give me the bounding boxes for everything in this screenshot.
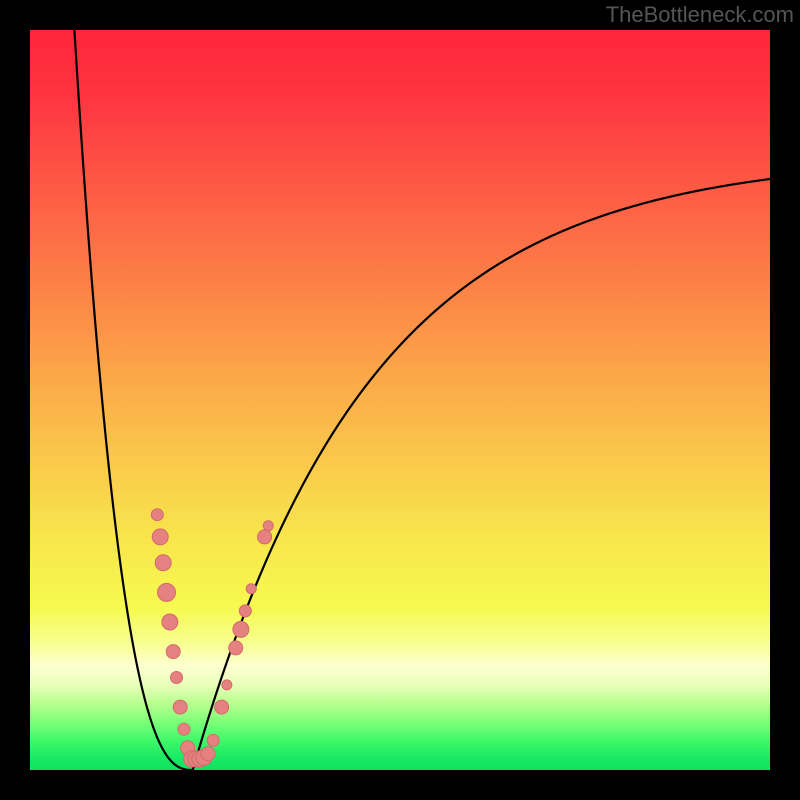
data-point-marker <box>239 605 251 617</box>
data-point-marker <box>258 530 272 544</box>
data-point-marker <box>173 700 187 714</box>
data-point-marker <box>158 583 176 601</box>
bottleneck-chart-svg <box>0 0 800 800</box>
data-point-marker <box>178 723 190 735</box>
chart-canvas: TheBottleneck.com <box>0 0 800 800</box>
data-point-marker <box>201 747 215 761</box>
data-point-marker <box>166 645 180 659</box>
data-point-marker <box>263 521 273 531</box>
data-point-marker <box>155 555 171 571</box>
plot-background-gradient <box>30 30 770 770</box>
data-point-marker <box>246 584 256 594</box>
data-point-marker <box>162 614 178 630</box>
watermark-text: TheBottleneck.com <box>606 2 794 28</box>
data-point-marker <box>222 680 232 690</box>
data-point-marker <box>171 672 183 684</box>
data-point-marker <box>215 700 229 714</box>
data-point-marker <box>151 509 163 521</box>
data-point-marker <box>207 734 219 746</box>
data-point-marker <box>233 621 249 637</box>
data-point-marker <box>229 641 243 655</box>
data-point-marker <box>152 529 168 545</box>
